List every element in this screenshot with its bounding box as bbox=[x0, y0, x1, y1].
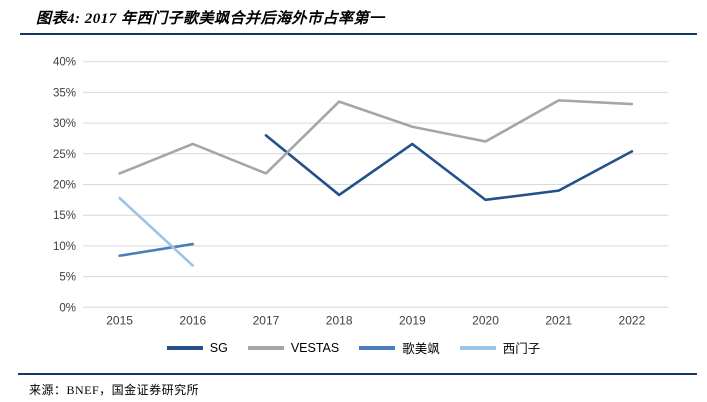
y-axis-tick-label: 5% bbox=[59, 272, 76, 284]
chart-title: 图表4: 2017 年西门子歌美飒合并后海外市占率第一 bbox=[36, 11, 385, 27]
x-axis-tick-label: 2016 bbox=[179, 313, 206, 327]
x-axis-tick-label: 2021 bbox=[545, 313, 572, 327]
x-axis-tick-label: 2022 bbox=[619, 313, 646, 327]
legend-item-vestas: VESTAS bbox=[247, 340, 340, 355]
x-axis-tick-label: 2019 bbox=[399, 313, 426, 327]
series-line-西门子 bbox=[118, 196, 195, 267]
y-axis-tick-label: 15% bbox=[53, 210, 76, 222]
line-chart: 0% 5% 10% 15% 20% 25% 30% 35% 40% 2015 2016 2017 201… bbox=[53, 57, 669, 327]
x-axis-tick-label: 2020 bbox=[472, 313, 499, 327]
legend-line-swatch bbox=[459, 345, 496, 350]
legend-line-swatch bbox=[359, 345, 396, 350]
legend-label: SG bbox=[209, 340, 228, 355]
legend-label: 歌美飒 bbox=[402, 342, 440, 356]
legend-line-swatch bbox=[166, 345, 203, 350]
y-axis-tick-label: 0% bbox=[59, 302, 76, 314]
y-axis-tick-label: 20% bbox=[53, 180, 76, 192]
y-axis-tick-label: 25% bbox=[53, 149, 76, 161]
x-axis-tick-label: 2017 bbox=[253, 313, 280, 327]
legend-item-sg: SG bbox=[166, 340, 228, 355]
y-axis-tick-label: 35% bbox=[53, 87, 76, 99]
legend-item-gamesa: 歌美飒 bbox=[359, 338, 440, 357]
legend-item-siemens: 西门子 bbox=[459, 338, 541, 357]
legend-label: 西门子 bbox=[502, 342, 541, 356]
series-line-VESTAS bbox=[118, 99, 634, 175]
series-line-SG bbox=[264, 134, 634, 202]
legend-label: VESTAS bbox=[290, 340, 340, 355]
x-axis-tick-label: 2018 bbox=[326, 313, 353, 327]
y-axis-tick-label: 10% bbox=[53, 241, 76, 253]
series-line-歌美飒 bbox=[118, 242, 195, 258]
legend-line-swatch bbox=[247, 345, 284, 350]
source-note: 来源：BNEF，国金证券研究所 bbox=[29, 383, 200, 397]
title-rule bbox=[20, 33, 697, 35]
chart-legend: SG VESTAS 歌美飒 西门子 bbox=[0, 338, 707, 357]
footer-rule bbox=[18, 373, 697, 375]
y-axis-tick-label: 30% bbox=[53, 118, 76, 130]
y-axis-tick-label: 40% bbox=[53, 57, 76, 69]
x-axis-tick-label: 2015 bbox=[106, 313, 133, 327]
